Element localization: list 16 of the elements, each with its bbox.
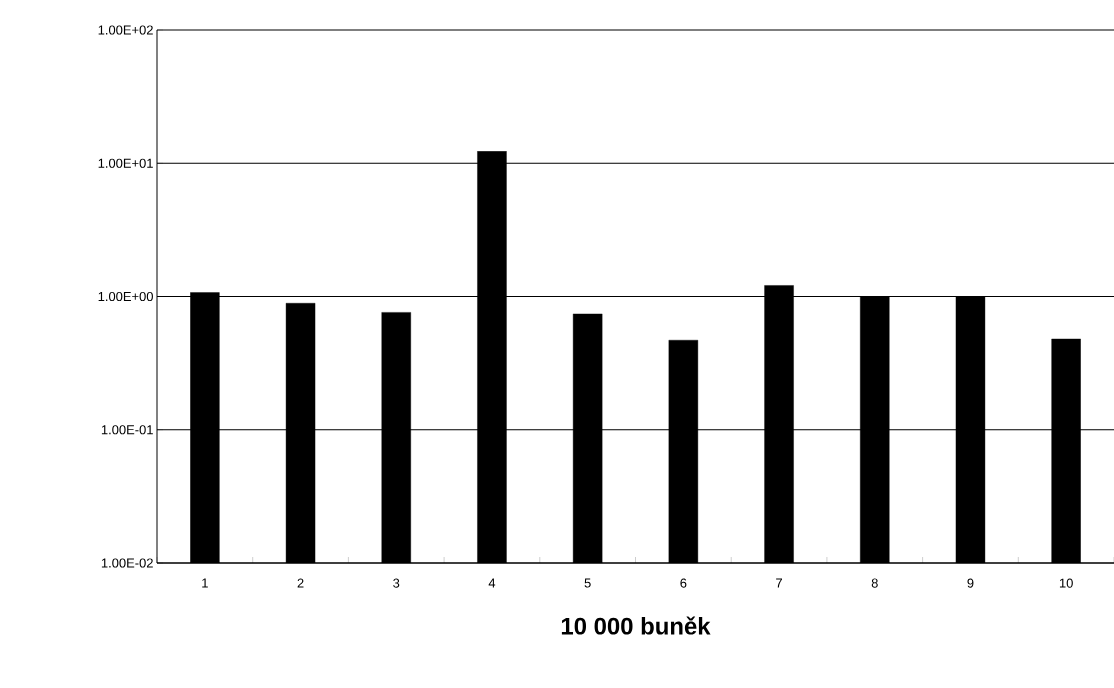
y-tick-label: 1.00E-02 [101,558,153,568]
x-tick-label: 5 [584,578,591,588]
x-tick-label: 1 [202,578,208,588]
y-tick-label: 1.00E+00 [98,291,153,302]
x-tick-label: 7 [776,578,782,588]
x-tick-label: 10 [1059,578,1073,588]
y-tick-label: 1.00E-01 [101,425,153,435]
y-tick-label: 1.00E+01 [98,158,153,168]
x-axis-title: 10 000 buněk [561,616,711,635]
y-tick-label: 1.00E+02 [98,25,153,35]
x-tick-label: 4 [488,578,496,588]
x-tick-label: 6 [680,578,687,588]
x-tick-label: 2 [297,578,304,588]
x-tick-label: 9 [967,578,974,588]
x-tick-label: 8 [871,578,878,588]
x-tick-label: 3 [393,578,400,588]
